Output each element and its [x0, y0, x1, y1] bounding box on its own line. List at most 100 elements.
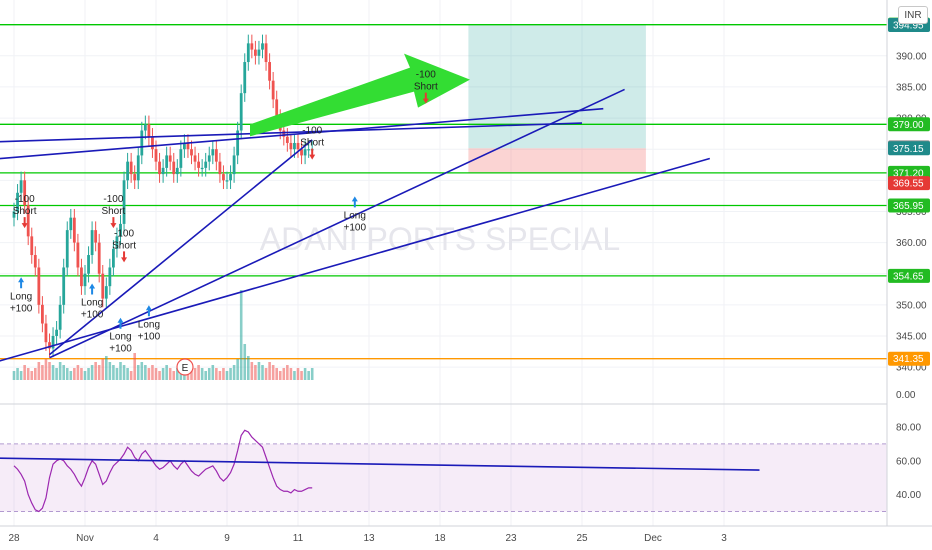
volume-bar	[19, 371, 23, 380]
time-tick-label: 3	[721, 533, 727, 544]
price-tag: 369.55	[888, 176, 930, 191]
volume-bar	[44, 359, 48, 380]
candle	[197, 161, 200, 168]
volume-bar	[105, 356, 108, 380]
candle	[83, 273, 87, 287]
candle	[218, 161, 222, 175]
candle	[303, 149, 307, 156]
watermark-text: ADANI PORTS SPECIAL	[260, 221, 620, 257]
time-tick-label: 28	[8, 533, 20, 544]
candle	[168, 155, 172, 162]
candle	[254, 49, 257, 56]
volume-bar	[222, 368, 225, 380]
candle	[158, 161, 161, 175]
annotation: Long+100	[138, 305, 161, 342]
volume-bar	[151, 365, 154, 380]
price-tag-box	[888, 268, 930, 283]
price-tag-box	[888, 117, 930, 132]
volume-bar	[65, 368, 69, 380]
volume-bar	[278, 371, 282, 380]
candle	[37, 267, 41, 305]
candle	[222, 174, 225, 181]
candle	[30, 236, 34, 256]
price-tag: 341.35	[888, 351, 930, 366]
stop-zone	[468, 148, 646, 173]
time-tick-label: 11	[293, 533, 304, 544]
candle	[101, 273, 105, 299]
volume-bar	[168, 368, 172, 380]
currency-button[interactable]: INR	[898, 6, 928, 24]
arrow-up-icon	[351, 196, 358, 208]
volume-bar	[264, 368, 268, 380]
arrow-down-icon	[110, 217, 117, 229]
candle	[126, 161, 129, 181]
volume-bar	[193, 368, 197, 380]
price-tick-label: 340.00	[896, 363, 927, 374]
volume-bar	[37, 362, 41, 380]
candle	[175, 167, 179, 175]
volume-bar	[243, 344, 247, 380]
candle	[300, 149, 303, 156]
candle	[62, 267, 66, 305]
volume-bar	[204, 371, 207, 380]
candle	[204, 161, 208, 168]
volume-bar	[119, 362, 122, 380]
volume-bar	[69, 371, 73, 380]
volume-bar	[76, 365, 80, 380]
level-lines	[0, 24, 887, 360]
volume-bar	[126, 368, 129, 380]
rsi-pane	[0, 403, 887, 513]
annotation-sub: Short	[112, 240, 136, 251]
price-tick-label: 390.00	[896, 51, 927, 62]
candle	[172, 161, 176, 175]
arrow-up-icon	[117, 317, 124, 329]
arrow-down-icon	[21, 217, 28, 229]
annotation: Long+100	[10, 277, 33, 314]
volume-bar	[23, 365, 26, 380]
volume-bar	[197, 365, 200, 380]
volume-bar	[83, 371, 87, 380]
candle	[268, 62, 271, 81]
price-tag-label: 394.95	[893, 20, 924, 31]
candle	[104, 286, 108, 299]
trend-line	[0, 122, 583, 143]
volume-bar	[190, 371, 193, 380]
volume-bar	[247, 356, 250, 380]
volume-bars	[12, 290, 314, 380]
green-arrow	[250, 53, 470, 137]
volume-bar	[51, 365, 55, 380]
volume-bar	[158, 371, 161, 380]
volume-bar	[215, 368, 218, 380]
volume-bar	[261, 365, 264, 380]
volume-bar	[140, 362, 144, 380]
volume-bar	[115, 368, 119, 380]
volume-bar	[296, 368, 300, 380]
volume-bar	[289, 368, 293, 380]
candle	[183, 142, 186, 150]
candle	[87, 255, 90, 274]
price-tag-label: 371.20	[893, 168, 924, 179]
annotation-label: -100	[114, 228, 134, 239]
candle	[147, 124, 151, 137]
price-tick-label: 345.00	[896, 331, 927, 342]
price-tag-label: 341.35	[893, 354, 924, 365]
price-tag: 375.15	[888, 141, 930, 156]
annotation-sub: Short	[101, 206, 125, 217]
trend-line	[49, 88, 625, 359]
arrow-drawing	[250, 53, 470, 137]
price-tag-box	[888, 176, 930, 191]
volume-bar	[161, 368, 165, 380]
price-tag: 365.95	[888, 198, 930, 213]
candle	[161, 167, 165, 175]
price-tick-label: 350.00	[896, 300, 927, 311]
candle	[108, 267, 112, 287]
candle	[151, 136, 154, 150]
price-tag-label: 365.95	[893, 201, 924, 212]
candle	[58, 304, 62, 330]
